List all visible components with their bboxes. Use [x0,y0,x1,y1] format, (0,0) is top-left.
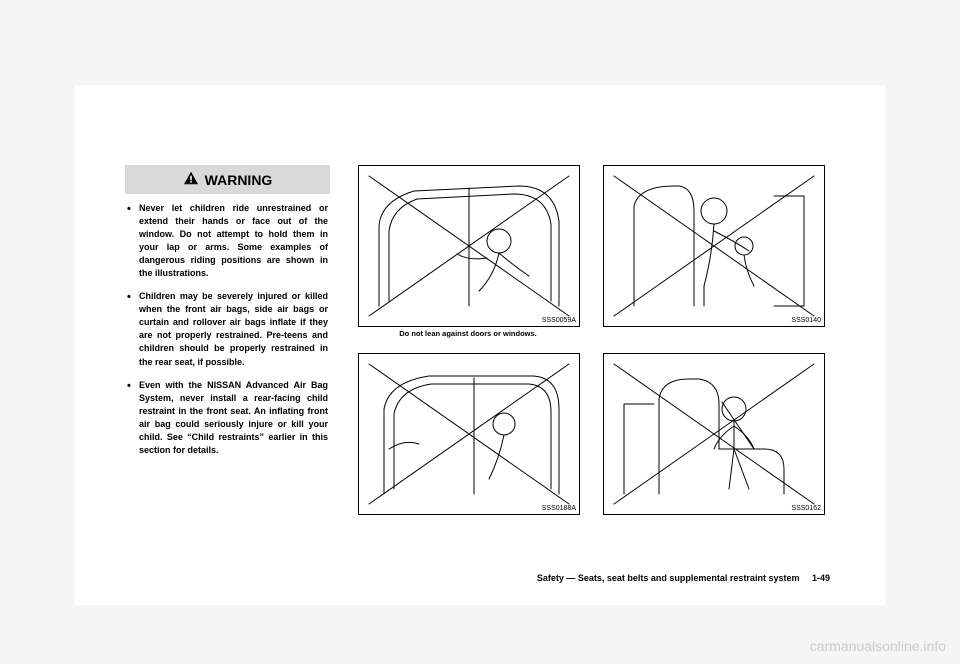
figure-top-left: SSS0059A [358,165,580,327]
warning-bullet: Children may be severely injured or kill… [127,290,328,368]
figure-code: SSS0140 [791,317,821,324]
watermark: carmanualsonline.info [810,638,946,654]
illustration-child-lap [604,166,824,326]
footer-chapter: Safety — Seats, seat belts and supplemen… [537,573,800,583]
warning-bullet: Never let children ride unrestrained or … [127,202,328,280]
warning-bullet: Even with the NISSAN Advanced Air Bag Sy… [127,379,328,457]
figure-bottom-right: SSS0162 [603,353,825,515]
warning-header: WARNING [125,165,330,194]
warning-title: WARNING [205,172,273,188]
illustration-arm-out [359,354,579,514]
figure-code: SSS0162 [791,505,821,512]
figure-code: SSS0188A [542,505,576,512]
manual-page: WARNING Never let children ride unrestra… [75,85,885,605]
footer-page: 1-49 [812,573,830,583]
figure-bottom-left: SSS0188A [358,353,580,515]
figure-caption: Do not lean against doors or windows. [358,329,578,338]
warning-icon [183,171,199,188]
illustration-door-lean [359,166,579,326]
illustration-child-front-seat [604,354,824,514]
figure-code: SSS0059A [542,317,576,324]
warning-box: WARNING Never let children ride unrestra… [125,165,330,467]
figure-top-right: SSS0140 [603,165,825,327]
page-footer: Safety — Seats, seat belts and supplemen… [537,573,830,583]
warning-body: Never let children ride unrestrained or … [125,194,330,457]
